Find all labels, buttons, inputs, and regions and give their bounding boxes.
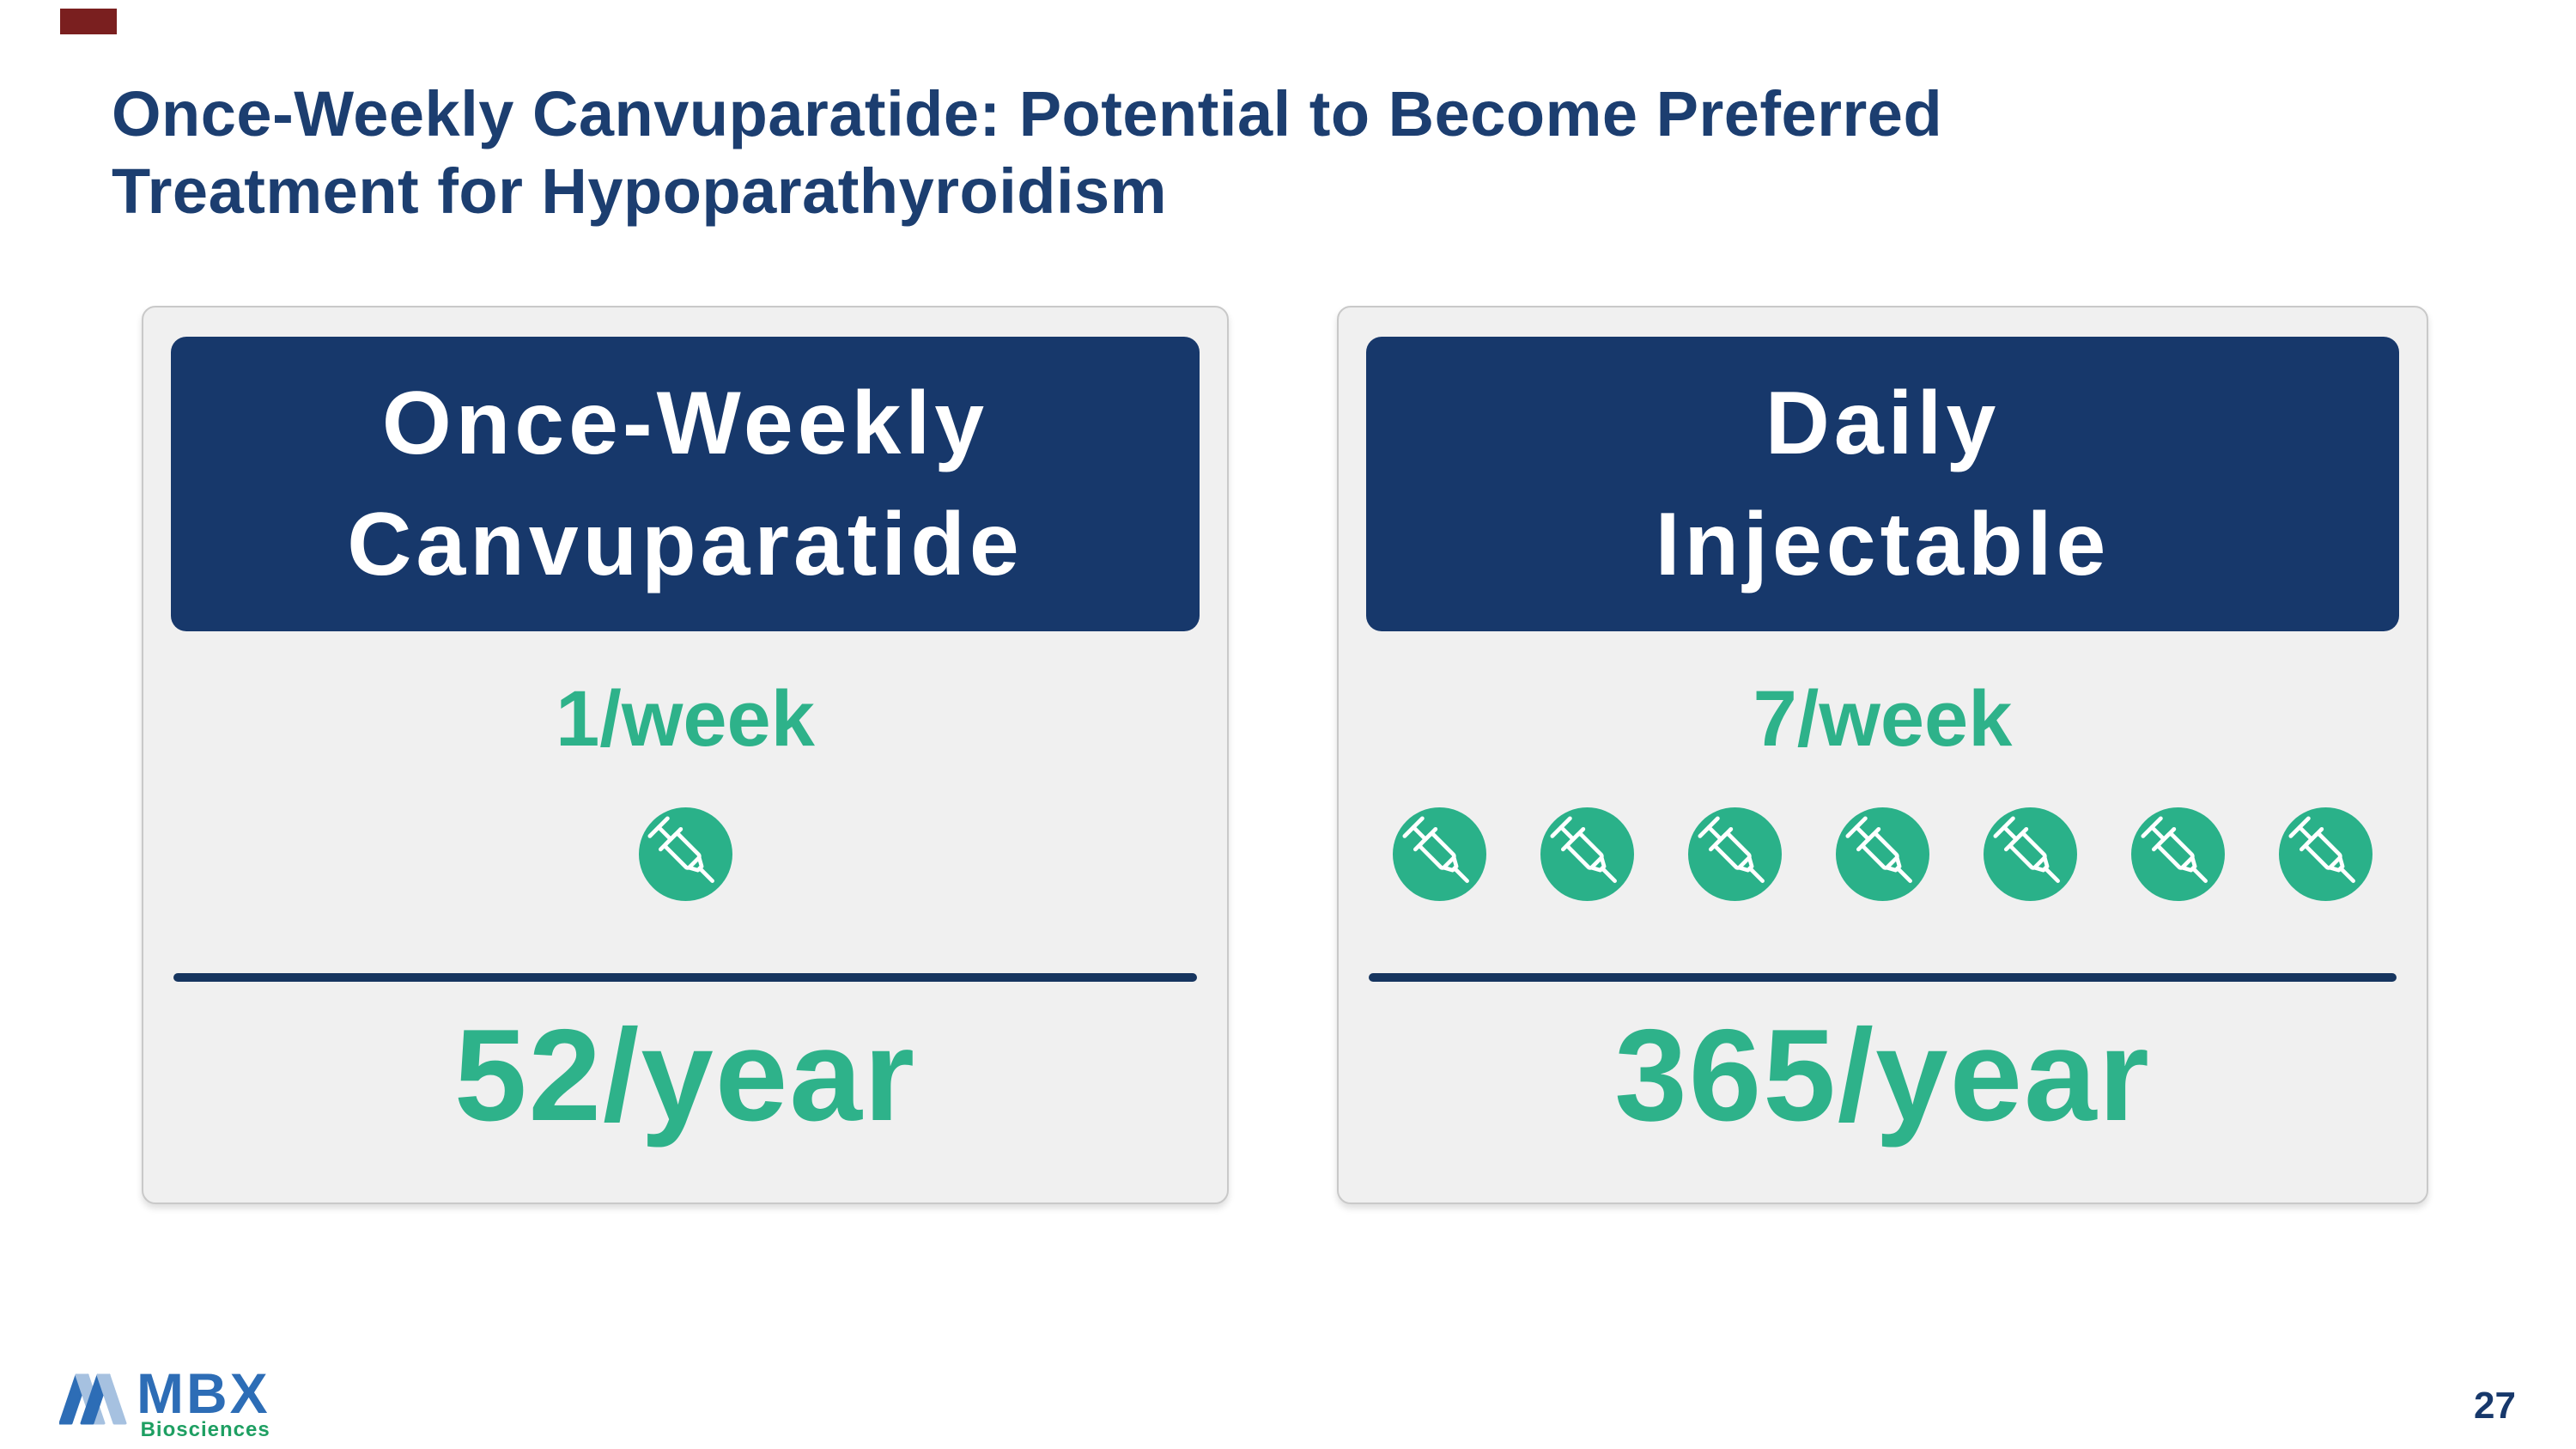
divider-line xyxy=(1369,973,2397,982)
syringe-icon xyxy=(2279,807,2372,901)
syringe-icon xyxy=(1540,807,1634,901)
card-once-weekly: Once-Weekly Canvuparatide 1/week 52/year xyxy=(142,306,1229,1204)
frequency-label: 1/week xyxy=(556,675,815,763)
page-number: 27 xyxy=(2474,1385,2516,1427)
syringe-row xyxy=(143,807,1227,901)
logo-sub-text: Biosciences xyxy=(140,1418,270,1441)
logo-brand-text: MBX xyxy=(137,1361,270,1425)
card-header-line1: Daily xyxy=(1765,374,2001,474)
card-once-weekly-header: Once-Weekly Canvuparatide xyxy=(171,337,1200,631)
card-header-line2: Injectable xyxy=(1655,494,2111,594)
card-daily-injectable-header: Daily Injectable xyxy=(1366,337,2399,631)
mbx-logo: MBX Biosciences xyxy=(59,1361,270,1441)
record-indicator xyxy=(60,9,117,34)
syringe-icon xyxy=(1688,807,1782,901)
slide-title: Once-Weekly Canvuparatide: Potential to … xyxy=(112,76,1942,230)
syringe-icon xyxy=(638,807,732,901)
card-header-line1: Once-Weekly xyxy=(381,374,989,474)
mbx-emblem-icon xyxy=(59,1373,127,1425)
annual-label: 52/year xyxy=(453,1002,917,1148)
divider-line xyxy=(173,973,1197,982)
card-header-line2: Canvuparatide xyxy=(347,494,1024,594)
syringe-icon xyxy=(1836,807,1929,901)
frequency-label: 7/week xyxy=(1753,675,2013,763)
annual-label: 365/year xyxy=(1614,1002,2151,1148)
card-daily-injectable: Daily Injectable 7/week xyxy=(1337,306,2428,1204)
syringe-row xyxy=(1339,807,2427,901)
syringe-icon xyxy=(2131,807,2225,901)
logo-text: MBX Biosciences xyxy=(137,1361,270,1441)
slide-title-line1: Once-Weekly Canvuparatide: Potential to … xyxy=(112,78,1943,149)
slide-title-line2: Treatment for Hypoparathyroidism xyxy=(112,155,1168,227)
syringe-icon xyxy=(1984,807,2077,901)
syringe-icon xyxy=(1393,807,1486,901)
